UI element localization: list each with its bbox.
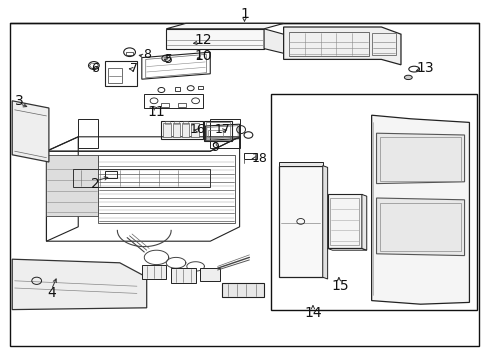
Bar <box>288 32 368 56</box>
Bar <box>178 103 185 107</box>
Polygon shape <box>166 23 283 29</box>
Text: 4: 4 <box>47 287 56 300</box>
Text: 16: 16 <box>190 123 205 136</box>
Polygon shape <box>283 27 400 65</box>
Text: 10: 10 <box>194 49 211 63</box>
Bar <box>329 198 359 245</box>
Text: 11: 11 <box>147 105 165 118</box>
Bar <box>175 87 180 91</box>
Text: 12: 12 <box>194 33 211 46</box>
Polygon shape <box>12 101 49 162</box>
Text: 1: 1 <box>240 7 248 21</box>
Bar <box>164 121 169 124</box>
Text: 17: 17 <box>214 123 230 136</box>
Bar <box>163 123 170 137</box>
Polygon shape <box>222 283 264 297</box>
Bar <box>98 155 234 223</box>
Bar <box>208 130 223 137</box>
Polygon shape <box>361 194 366 250</box>
Circle shape <box>164 57 168 60</box>
Bar <box>243 153 257 159</box>
Polygon shape <box>278 162 322 166</box>
Polygon shape <box>200 268 220 281</box>
Polygon shape <box>278 166 322 277</box>
Polygon shape <box>376 198 464 256</box>
Text: 3: 3 <box>15 94 24 108</box>
Text: 14: 14 <box>304 306 321 320</box>
Polygon shape <box>264 29 283 53</box>
Text: 2: 2 <box>91 177 100 190</box>
Ellipse shape <box>404 75 411 80</box>
Polygon shape <box>376 133 464 184</box>
Text: 15: 15 <box>330 279 348 293</box>
Bar <box>126 52 133 55</box>
Polygon shape <box>171 268 195 283</box>
Bar <box>144 94 203 108</box>
Bar <box>271 94 476 310</box>
Polygon shape <box>322 166 327 279</box>
Polygon shape <box>142 265 166 279</box>
Text: 6: 6 <box>91 62 99 75</box>
Bar <box>198 86 203 89</box>
Bar <box>182 123 189 137</box>
Polygon shape <box>371 115 468 304</box>
Bar <box>107 68 122 83</box>
Bar <box>183 121 188 124</box>
Text: 8: 8 <box>142 48 150 61</box>
Bar <box>10 23 478 346</box>
Text: 9: 9 <box>211 141 219 154</box>
Text: 7: 7 <box>130 62 138 75</box>
Polygon shape <box>12 259 146 310</box>
Bar <box>191 123 198 137</box>
Bar <box>78 119 98 148</box>
Bar <box>371 33 395 55</box>
Polygon shape <box>327 194 361 248</box>
Polygon shape <box>46 155 98 216</box>
Text: 18: 18 <box>251 152 266 165</box>
Polygon shape <box>166 29 264 49</box>
Text: 13: 13 <box>416 62 433 75</box>
Text: 5: 5 <box>164 53 172 66</box>
Bar <box>174 121 179 124</box>
Bar <box>161 103 168 107</box>
Bar <box>380 137 460 181</box>
Bar <box>380 203 460 251</box>
Bar <box>172 123 180 137</box>
Bar <box>105 171 117 178</box>
Bar <box>210 119 239 148</box>
